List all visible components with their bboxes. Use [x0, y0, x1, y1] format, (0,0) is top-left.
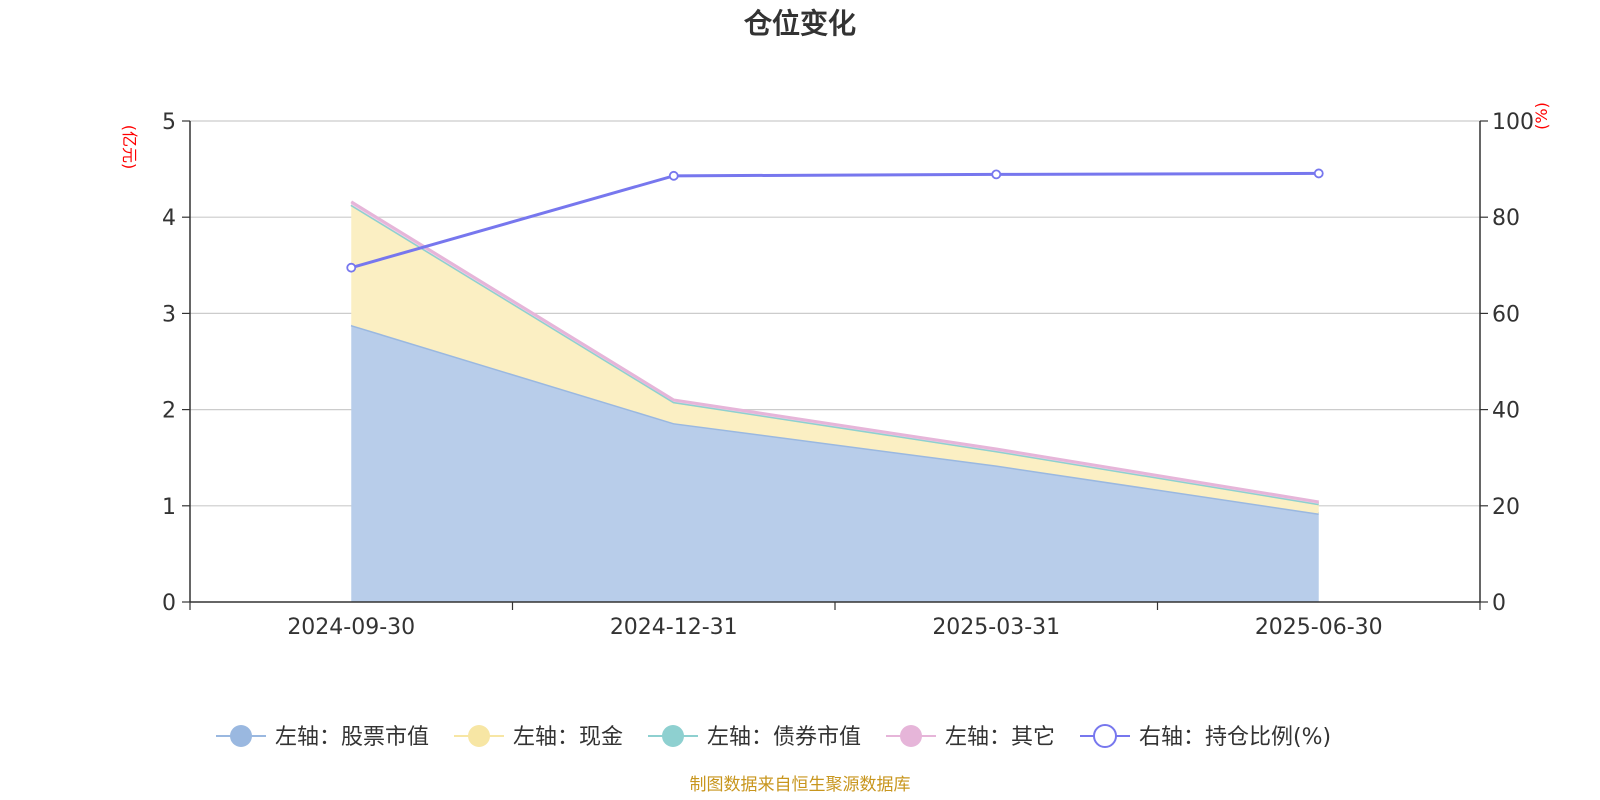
left-axis-tick-label: 2 — [162, 399, 176, 424]
legend-label: 左轴：现金 — [513, 725, 623, 750]
line-point — [668, 170, 679, 181]
left-axis-tick-label: 5 — [162, 110, 176, 135]
legend-item: 左轴：其它 — [886, 725, 1055, 750]
left-axis-tick-label: 1 — [162, 495, 176, 520]
chart-title: 仓位变化 — [744, 7, 856, 40]
legend-label: 右轴：持仓比例(%) — [1139, 725, 1331, 750]
left-axis-tick-label: 3 — [162, 302, 176, 327]
left-axis-tick-label: 4 — [162, 206, 176, 231]
right-axis-tick-label: 40 — [1492, 399, 1520, 424]
left-axis-tick-label: 0 — [162, 591, 176, 616]
area-series — [350, 200, 1319, 602]
area-左轴：现金 — [351, 204, 1319, 514]
x-axis-tick-label: 2025-06-30 — [1255, 615, 1383, 640]
left-axis-unit: (亿元) — [120, 125, 139, 170]
legend-item: 左轴：股票市值 — [216, 725, 429, 750]
x-axis-tick-label: 2024-09-30 — [287, 615, 415, 640]
legend-marker — [662, 725, 684, 747]
legend-label: 左轴：股票市值 — [275, 725, 429, 750]
legend-item: 左轴：债券市值 — [648, 725, 861, 750]
legend-marker — [1093, 724, 1117, 748]
line-series — [346, 168, 1324, 273]
line-point — [346, 262, 357, 273]
right-axis-tick-label: 20 — [1492, 495, 1520, 520]
right-axis-tick-label: 80 — [1492, 206, 1520, 231]
x-axis-tick-label: 2025-03-31 — [932, 615, 1060, 640]
line-point — [991, 169, 1002, 180]
axes: 0 1 2 3 4 5 0 20 40 60 80 100 2024-09-30 2024-12-31 20… — [162, 110, 1534, 640]
legend-marker — [468, 725, 490, 747]
area-line-左轴：其它 — [350, 200, 1319, 504]
legend-label: 左轴：其它 — [945, 725, 1055, 750]
right-axis-tick-label: 100 — [1492, 110, 1534, 135]
right-axis-tick-label: 60 — [1492, 302, 1520, 327]
line-point — [1313, 168, 1324, 179]
line-右轴：持仓比例(%) — [350, 171, 1319, 270]
legend-marker — [230, 725, 252, 747]
right-axis-tick-label: 0 — [1492, 591, 1506, 616]
legend-item: 左轴：现金 — [454, 725, 623, 750]
legend-item: 右轴：持仓比例(%) — [1080, 724, 1331, 750]
legend-label: 左轴：债券市值 — [707, 725, 861, 750]
area-左轴：股票市值 — [351, 324, 1319, 602]
source-note: 制图数据来自恒生聚源数据库 — [690, 775, 911, 795]
legend-marker — [900, 725, 922, 747]
legend: 左轴：股票市值 左轴：现金 左轴：债券市值 左轴：其它 右轴：持仓比例(%) — [216, 724, 1331, 750]
x-axis-tick-label: 2024-12-31 — [610, 615, 738, 640]
right-axis-unit: (%) — [1532, 102, 1551, 130]
